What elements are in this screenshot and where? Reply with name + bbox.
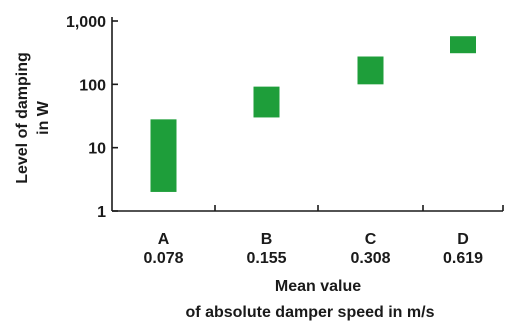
x-axis-label-line-2: of absolute damper speed in m/s [186,304,435,321]
y-axis-label-line-1: Level of damping [14,52,31,184]
x-tick-speed-b: 0.155 [246,250,286,267]
x-tick-label-d: D [457,231,469,248]
x-axis [112,205,504,212]
range-bar-b [253,86,280,118]
y-tick-label: 100 [79,77,106,94]
y-axis-label: Level of damping in W [14,52,52,184]
x-tick-speed-a: 0.078 [143,250,183,267]
y-axis-label-line-2: in W [35,100,52,135]
x-tick-label-c: C [365,231,377,248]
x-tick-speed-c: 0.308 [350,250,390,267]
x-tick-speed-d: 0.619 [443,250,483,267]
y-tick-label: 1,000 [66,14,106,31]
y-axis: 1 10 100 1,000 [66,14,118,221]
bars [150,36,476,192]
x-axis-label-line-1: Mean value [275,278,361,295]
x-tick-label-a: A [158,231,170,248]
y-tick-label: 1 [97,204,106,221]
range-bar-a [150,119,177,192]
range-bar-d [450,36,476,54]
y-tick-label: 10 [88,141,106,158]
x-tick-labels: A 0.078 B 0.155 C 0.308 D 0.619 [143,231,483,267]
x-tick-label-b: B [261,231,273,248]
range-bar-c [357,56,384,85]
x-axis-label: Mean value of absolute damper speed in m… [186,278,435,321]
